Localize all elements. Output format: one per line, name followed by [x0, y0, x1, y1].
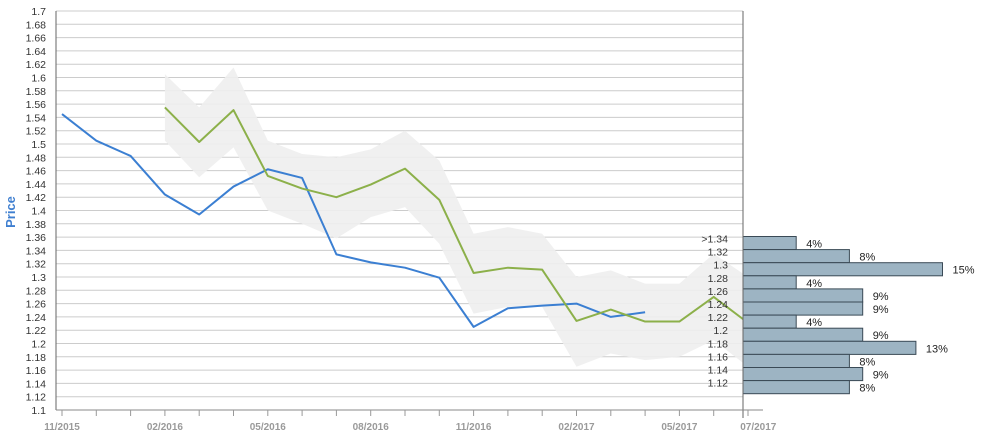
distribution-percent-label: 4%: [806, 317, 822, 329]
distribution-bar: [742, 301, 864, 316]
y-tick-label: 1.44: [26, 179, 47, 191]
distribution-category-label: 1.26: [708, 286, 729, 298]
y-tick-label: 1.22: [26, 325, 47, 337]
x-tick-label: 08/2016: [353, 422, 390, 433]
y-tick-label: 1.52: [26, 126, 47, 138]
forecast-band-layer: [164, 67, 748, 367]
distribution-category-label: 1.24: [708, 299, 729, 311]
distribution-layer: >1.34 4% 1.32 8% 1.3 15% 1.28 4% 1.26 9% 1.24 9% 1.2…: [701, 234, 974, 395]
y-tick-label: 1.18: [26, 352, 47, 364]
distribution-category-label: 1.16: [708, 351, 729, 363]
distribution-percent-label: 8%: [859, 252, 875, 264]
distribution-bar: [742, 249, 850, 264]
distribution-category-label: 1.3: [713, 260, 728, 272]
y-tick-label: 1.14: [26, 378, 47, 390]
y-tick-label: 1.66: [26, 33, 47, 45]
y-tick-label: 1.46: [26, 166, 47, 178]
y-tick-label: 1.56: [26, 99, 47, 111]
y-tick-label: 1.58: [26, 86, 47, 98]
y-tick-label: 1.64: [26, 46, 47, 58]
distribution-percent-label: 13%: [926, 343, 948, 355]
x-tick-label: 05/2016: [250, 422, 287, 433]
y-tick-label: 1.16: [26, 365, 47, 377]
forecast-band: [164, 67, 748, 367]
distribution-percent-label: 8%: [859, 356, 875, 368]
y-tick-label: 1.34: [26, 245, 47, 257]
y-tick-label: 1.5: [31, 139, 46, 151]
distribution-category-label: 1.2: [713, 325, 728, 337]
y-tick-label: 1.3: [31, 272, 46, 284]
y-tick-label: 1.28: [26, 285, 47, 297]
x-tick-label: 02/2016: [147, 422, 184, 433]
distribution-bar: [742, 275, 797, 290]
distribution-category-label: >1.34: [701, 234, 728, 246]
distribution-percent-label: 9%: [873, 304, 889, 316]
distribution-bar: [742, 340, 917, 355]
distribution-category-label: 1.32: [708, 247, 729, 259]
distribution-percent-label: 9%: [873, 370, 889, 382]
series-layer: [61, 106, 749, 328]
distribution-bar: [742, 262, 943, 277]
distribution-bar: [742, 353, 850, 368]
y-tick-label: 1.68: [26, 19, 47, 31]
distribution-bar: [742, 327, 864, 342]
x-tick-label: 02/2017: [558, 422, 595, 433]
y-tick-label: 1.6: [31, 73, 46, 85]
y-tick-label: 1.48: [26, 152, 47, 164]
distribution-percent-label: 9%: [873, 330, 889, 342]
distribution-percent-label: 9%: [873, 291, 889, 303]
y-tick-label: 1.4: [31, 206, 46, 218]
actual-series-line: [61, 113, 646, 328]
distribution-category-label: 1.22: [708, 312, 729, 324]
x-tick-label: 05/2017: [661, 422, 698, 433]
distribution-bar: [742, 314, 797, 329]
y-tick-label: 1.12: [26, 392, 47, 404]
y-axis-label: Price: [3, 196, 18, 228]
distribution-bar: [742, 288, 864, 303]
distribution-percent-label: 8%: [859, 383, 875, 395]
y-tick-label: 1.32: [26, 259, 47, 271]
x-tick-label: 07/2017: [740, 422, 777, 433]
forecast-series-line: [164, 106, 749, 324]
y-tick-label: 1.38: [26, 219, 47, 231]
y-tick-label: 1.26: [26, 299, 47, 311]
y-tick-label: 1.24: [26, 312, 47, 324]
y-tick-label: 1.1: [31, 405, 46, 417]
distribution-category-label: 1.18: [708, 338, 729, 350]
axes: 1.11.121.141.161.181.21.221.241.261.281.…: [26, 6, 777, 433]
distribution-category-label: 1.28: [708, 273, 729, 285]
distribution-category-label: 1.12: [708, 378, 729, 390]
distribution-percent-label: 4%: [806, 239, 822, 251]
y-tick-label: 1.54: [26, 112, 47, 124]
y-tick-label: 1.2: [31, 339, 46, 351]
y-tick-label: 1.7: [31, 6, 46, 18]
distribution-bar: [742, 236, 797, 251]
y-tick-label: 1.36: [26, 232, 47, 244]
y-tick-label: 1.62: [26, 59, 47, 71]
distribution-percent-label: 4%: [806, 278, 822, 290]
distribution-bar: [742, 367, 864, 382]
x-tick-label: 11/2015: [44, 422, 80, 433]
y-tick-label: 1.42: [26, 192, 47, 204]
distribution-percent-label: 15%: [953, 265, 975, 277]
x-tick-label: 11/2016: [456, 422, 492, 433]
distribution-category-label: 1.14: [708, 365, 729, 377]
distribution-bar: [742, 380, 850, 395]
